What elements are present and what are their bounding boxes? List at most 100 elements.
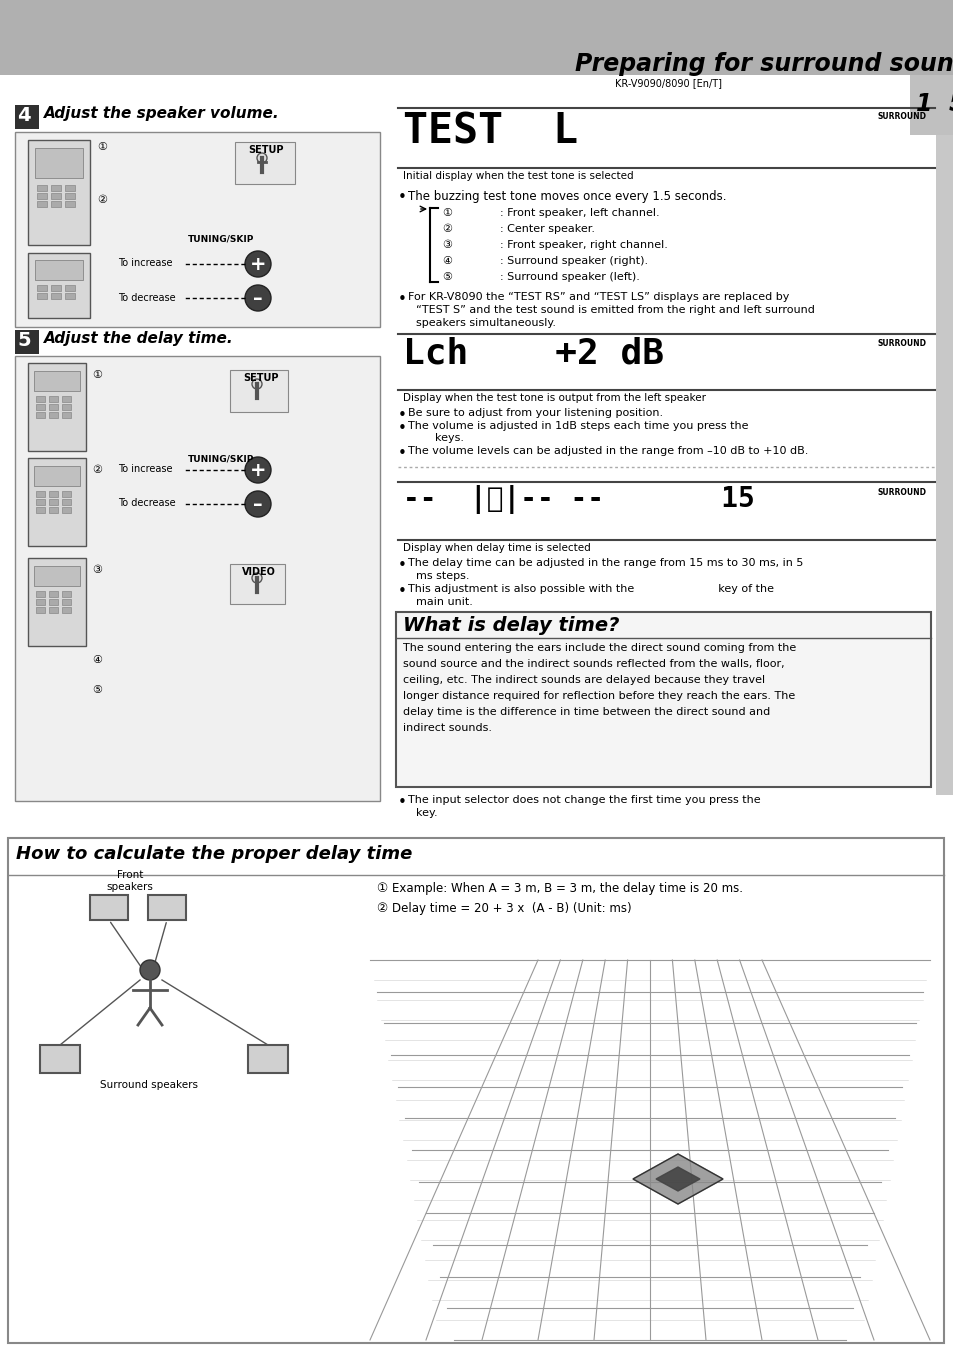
Text: The volume levels can be adjusted in the range from –10 dB to +10 dB.: The volume levels can be adjusted in the… <box>408 446 807 457</box>
Text: The volume is adjusted in 1dB steps each time you press the: The volume is adjusted in 1dB steps each… <box>408 422 748 431</box>
Text: +: + <box>250 254 266 273</box>
Bar <box>62 507 71 513</box>
Text: The delay time can be adjusted in the range from 15 ms to 30 ms, in 5: The delay time can be adjusted in the ra… <box>408 558 802 567</box>
Bar <box>49 499 58 505</box>
Text: SETUP: SETUP <box>243 373 278 382</box>
Bar <box>65 193 75 199</box>
Text: SURROUND: SURROUND <box>877 339 926 349</box>
Bar <box>35 259 83 280</box>
Text: For KR-V8090 the “TEST RS” and “TEST LS” displays are replaced by: For KR-V8090 the “TEST RS” and “TEST LS”… <box>408 292 788 303</box>
Text: ①: ① <box>91 370 102 380</box>
Bar <box>15 330 39 354</box>
Bar <box>28 141 90 245</box>
Text: TUNING/SKIP: TUNING/SKIP <box>188 234 254 243</box>
Text: To increase: To increase <box>118 463 172 474</box>
Bar <box>62 412 71 417</box>
Bar <box>36 598 45 605</box>
Text: •: • <box>397 446 406 461</box>
Polygon shape <box>633 1154 722 1204</box>
Bar <box>36 490 45 497</box>
Text: •: • <box>397 422 406 436</box>
Bar <box>62 404 71 409</box>
Text: key.: key. <box>416 808 437 817</box>
Bar <box>49 590 58 597</box>
Bar <box>34 466 80 486</box>
Bar <box>51 185 61 190</box>
Bar <box>36 499 45 505</box>
Bar <box>230 563 285 604</box>
Text: main unit.: main unit. <box>416 597 473 607</box>
Bar <box>62 499 71 505</box>
Text: •: • <box>397 408 406 423</box>
Bar <box>36 412 45 417</box>
Text: longer distance required for reflection before they reach the ears. The: longer distance required for reflection … <box>402 690 795 701</box>
Text: keys.: keys. <box>435 434 463 443</box>
Bar <box>36 396 45 403</box>
Text: ①: ① <box>441 208 452 218</box>
Bar <box>51 293 61 299</box>
Text: Surround speakers: Surround speakers <box>100 1079 198 1090</box>
Text: 1  5: 1 5 <box>915 92 953 116</box>
Bar <box>62 598 71 605</box>
Polygon shape <box>656 1167 700 1192</box>
Text: TUNING/SKIP: TUNING/SKIP <box>188 455 254 463</box>
Bar <box>36 607 45 613</box>
Bar <box>35 149 83 178</box>
Text: This adjustment is also possible with the                        key of the: This adjustment is also possible with th… <box>408 584 773 594</box>
Text: 5: 5 <box>17 331 30 350</box>
Bar <box>230 370 288 412</box>
Bar <box>40 1046 80 1073</box>
Bar <box>37 201 47 207</box>
Text: delay time is the difference in time between the direct sound and: delay time is the difference in time bet… <box>402 707 769 717</box>
Circle shape <box>245 457 271 484</box>
Text: SURROUND: SURROUND <box>877 488 926 497</box>
Text: +: + <box>250 461 266 480</box>
Bar <box>34 372 80 390</box>
Bar <box>28 253 90 317</box>
Text: How to calculate the proper delay time: How to calculate the proper delay time <box>16 844 412 863</box>
Text: VIDEO: VIDEO <box>242 567 275 577</box>
Text: 4: 4 <box>17 105 30 126</box>
Text: “TEST S” and the test sound is emitted from the right and left surround: “TEST S” and the test sound is emitted f… <box>416 305 814 315</box>
Bar <box>15 357 379 801</box>
Text: –: – <box>253 289 262 308</box>
Bar <box>36 507 45 513</box>
Text: : Front speaker, left channel.: : Front speaker, left channel. <box>499 208 659 218</box>
Text: ①: ① <box>375 882 387 894</box>
Text: ③: ③ <box>441 240 452 250</box>
Bar <box>49 396 58 403</box>
Bar <box>8 838 943 1343</box>
Text: The buzzing test tone moves once every 1.5 seconds.: The buzzing test tone moves once every 1… <box>408 190 726 203</box>
Text: : Center speaker.: : Center speaker. <box>499 224 595 234</box>
Bar <box>28 458 86 546</box>
Text: sound source and the indirect sounds reflected from the walls, floor,: sound source and the indirect sounds ref… <box>402 659 783 669</box>
Text: ②: ② <box>91 465 102 476</box>
Bar <box>148 894 186 920</box>
Text: The sound entering the ears include the direct sound coming from the: The sound entering the ears include the … <box>402 643 796 653</box>
Bar <box>909 76 953 135</box>
Bar <box>49 404 58 409</box>
Bar <box>49 607 58 613</box>
Text: Lch    +2 dB: Lch +2 dB <box>402 336 663 372</box>
Bar <box>34 566 80 586</box>
Bar <box>65 185 75 190</box>
Text: Display when delay time is selected: Display when delay time is selected <box>402 543 590 553</box>
Bar <box>15 105 39 128</box>
Text: Be sure to adjust from your listening position.: Be sure to adjust from your listening po… <box>408 408 662 417</box>
Bar <box>37 293 47 299</box>
Text: ms steps.: ms steps. <box>416 571 469 581</box>
Circle shape <box>252 380 262 389</box>
Bar <box>62 490 71 497</box>
Text: : Surround speaker (left).: : Surround speaker (left). <box>499 272 639 282</box>
Text: : Front speaker, right channel.: : Front speaker, right channel. <box>499 240 667 250</box>
Text: ④: ④ <box>91 655 102 665</box>
Circle shape <box>245 251 271 277</box>
Text: Display when the test tone is output from the left speaker: Display when the test tone is output fro… <box>402 393 705 403</box>
Bar <box>37 193 47 199</box>
Text: Example: When A = 3 m, B = 3 m, the delay time is 20 ms.: Example: When A = 3 m, B = 3 m, the dela… <box>392 882 742 894</box>
Text: The input selector does not change the first time you press the: The input selector does not change the f… <box>408 794 760 805</box>
Text: ceiling, etc. The indirect sounds are delayed because they travel: ceiling, etc. The indirect sounds are de… <box>402 676 764 685</box>
Text: SURROUND: SURROUND <box>877 112 926 122</box>
Text: •: • <box>397 558 406 573</box>
Bar <box>51 285 61 290</box>
